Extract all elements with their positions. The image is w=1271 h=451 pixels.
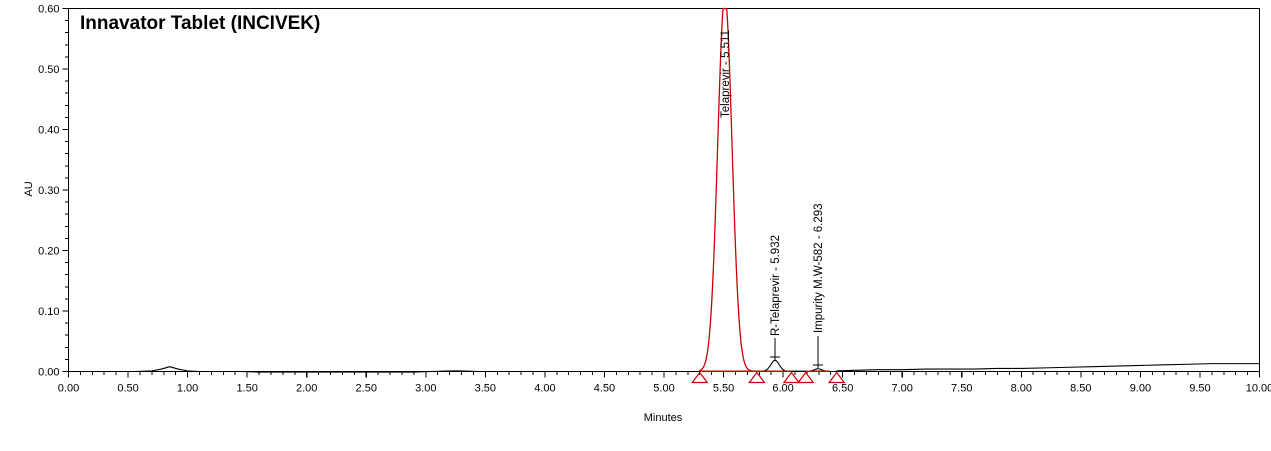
y-tick-label: 0.20 [38,246,59,258]
x-tick-label: 6.50 [832,383,853,395]
x-tick-label: 7.50 [951,383,972,395]
x-tick-label: 4.50 [594,383,615,395]
x-tick-label: 9.50 [1189,383,1210,395]
x-tick-label: 4.00 [534,383,555,395]
detector-signal-trace [67,363,1261,373]
x-tick-label: 2.50 [356,383,377,395]
x-tick-label: 0.50 [117,383,138,395]
y-tick-label: 0.30 [38,185,59,197]
y-tick-label: 0.50 [38,64,59,76]
peak-boundary-marker[interactable] [782,371,801,384]
trace-segment-pre-peak [67,366,701,373]
x-tick-label: 5.50 [713,383,734,395]
chart-title: Innavator Tablet (INCIVEK) [80,13,320,34]
peak-boundary-marker[interactable] [691,371,709,384]
integration-overlay [699,7,831,372]
x-tick-label: 5.00 [653,383,674,395]
y-axis-title: AU [23,181,35,196]
plot-frame [67,7,1261,373]
y-axis-ticks [62,7,69,373]
x-tick-label: 8.00 [1011,383,1032,395]
x-tick-label: 1.50 [236,383,257,395]
peak-telaprevir-trace [699,7,758,372]
x-tick-label: 7.00 [891,383,912,395]
peak-annotation-labels: Telaprevir - 5.511 R-Telaprevir - 5.932 Im… [720,30,825,368]
peak-label-impurity-mw582: Impurity M.W-582 - 6.293 [813,203,825,333]
peak-r-telaprevir-trace [756,359,792,372]
peak-boundary-marker[interactable] [748,371,766,384]
y-tick-label: 0.60 [38,4,59,16]
x-axis-title: Minutes [644,412,683,424]
y-axis-tick-labels: 0.00 0.10 0.20 0.30 0.40 0.50 0.60 [38,4,59,379]
x-axis-tick-labels: 0.00 0.50 1.00 1.50 2.00 2.50 3.00 3.50 4.00 4.50… [58,383,1271,395]
peak-label-r-telaprevir: R-Telaprevir - 5.932 [770,235,782,336]
trace-segment-post-peak [836,363,1261,372]
peak-boundary-marker[interactable] [797,371,815,384]
x-tick-label: 10.00 [1246,383,1271,395]
x-tick-label: 1.00 [177,383,198,395]
x-tick-label: 3.50 [475,383,496,395]
x-tick-label: 6.00 [772,383,793,395]
x-tick-label: 9.00 [1130,383,1151,395]
peak-start-end-markers [691,371,846,384]
x-tick-label: 0.00 [58,383,79,395]
x-tick-label: 2.00 [296,383,317,395]
y-tick-label: 0.10 [38,306,59,318]
y-tick-label: 0.40 [38,125,59,137]
peak-boundary-marker[interactable] [828,371,846,384]
y-tick-label: 0.00 [38,367,59,379]
peak-label-telaprevir: Telaprevir - 5.511 [720,30,732,118]
x-tick-label: 8.50 [1070,383,1091,395]
plot-border [67,7,1261,373]
x-axis-ticks [67,371,1261,378]
x-tick-label: 3.00 [415,383,436,395]
